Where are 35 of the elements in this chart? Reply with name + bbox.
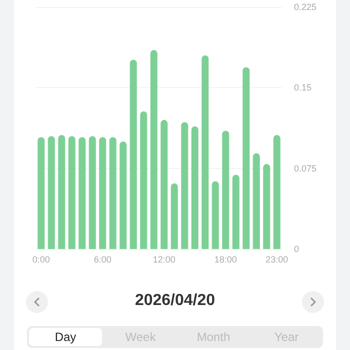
bar <box>232 174 240 249</box>
bar <box>273 134 280 249</box>
x-tick-label: 23:00 <box>266 254 288 264</box>
bar <box>191 126 198 249</box>
text: 2026/04/20 <box>134 292 216 310</box>
bar <box>181 122 188 249</box>
y-tick-label: 0.225 <box>294 2 317 12</box>
bar <box>222 130 230 249</box>
x-tick-label: 0:00 <box>32 254 50 264</box>
bar <box>99 137 106 249</box>
bar <box>120 141 127 249</box>
bar <box>212 181 219 249</box>
x-tick-label: 12:00 <box>152 254 176 264</box>
bar <box>252 153 260 249</box>
bar <box>202 55 209 249</box>
bar <box>130 60 137 249</box>
x-tick-label: 6:00 <box>94 254 112 264</box>
bar <box>78 137 86 249</box>
bar <box>263 164 270 249</box>
y-tick-label: 0.15 <box>294 82 312 93</box>
bar <box>140 111 148 249</box>
bar <box>160 120 168 249</box>
bar <box>170 183 178 249</box>
bar <box>48 136 55 249</box>
bar <box>109 137 116 249</box>
bar <box>38 137 45 249</box>
bar <box>242 67 250 249</box>
x-tick-label: 18:00 <box>214 254 237 264</box>
y-tick-label: 0.075 <box>294 163 317 174</box>
bar <box>88 136 96 249</box>
bar <box>150 50 158 249</box>
text: Day <box>29 328 102 346</box>
bar <box>68 136 76 249</box>
y-tick-label: 0 <box>294 244 300 254</box>
bar <box>58 134 66 249</box>
